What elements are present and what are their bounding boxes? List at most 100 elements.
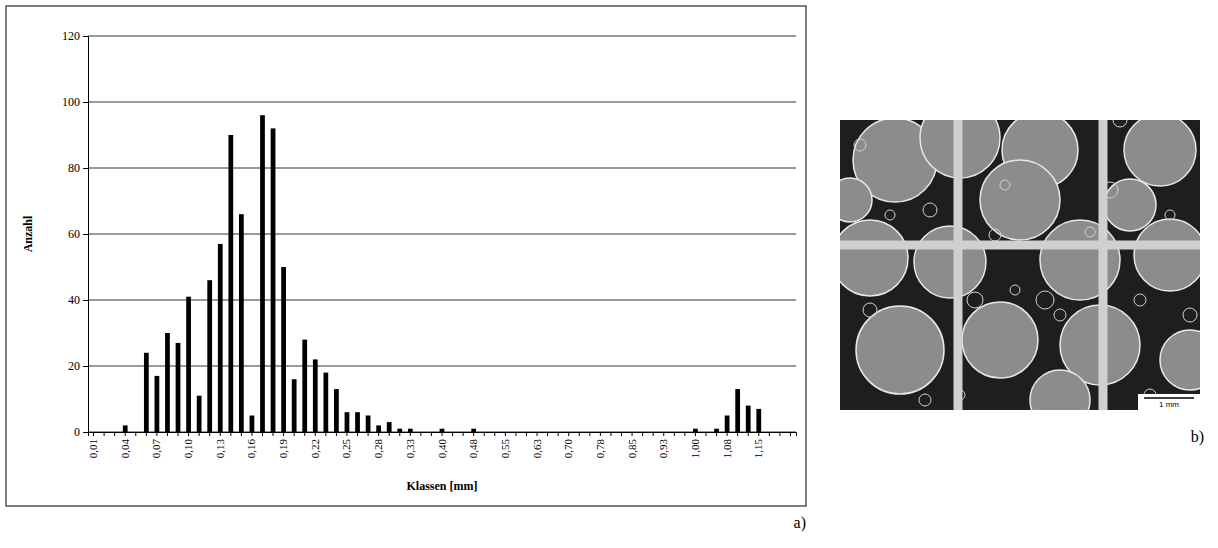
y-tick: 40 [68,293,88,307]
x-tick [769,432,770,436]
y-tick-label: 20 [68,359,80,373]
grid-line [88,300,796,301]
bar [693,429,698,432]
bar [387,422,392,432]
figure: 0204060801001200,010,040,070,100,130,160… [0,0,1218,548]
panel-label: b) [1191,428,1204,446]
small-sphere [1036,291,1054,309]
y-tick: 20 [68,359,88,373]
small-sphere [989,229,1001,241]
x-tick [494,432,495,436]
x-tick [431,432,432,436]
bar [313,359,318,432]
x-axis: 0,010,040,070,100,130,160,190,220,250,28… [87,432,796,458]
bar [735,389,740,432]
bar [535,432,540,433]
bar [577,432,582,433]
x-tick [610,432,611,436]
bar [186,297,191,432]
x-tick [684,432,685,436]
y-tick-mark [83,168,88,169]
sphere [1160,330,1200,390]
x-tick: 0,33 [404,432,416,458]
x-tick [515,432,516,436]
x-tick [241,432,242,436]
x-axis-title: Klassen [mm] [407,479,478,493]
x-tick-mark [600,432,601,436]
grid-line [88,102,796,103]
bar [250,416,255,433]
bar [302,340,307,432]
x-tick-label: 0,13 [214,439,226,459]
x-tick-mark [621,432,622,436]
x-tick-label: 0,93 [657,439,669,459]
x-tick: 0,55 [499,432,511,458]
bar [102,432,107,433]
bar [197,396,202,432]
x-tick-mark [294,432,295,436]
x-tick-mark [410,432,411,436]
x-tick [779,432,780,436]
y-tick-mark [83,366,88,367]
x-tick-mark [505,432,506,436]
small-sphere [1000,180,1010,190]
small-sphere [1165,210,1175,220]
x-tick [579,432,580,436]
x-tick-mark [156,432,157,436]
sphere [840,178,872,222]
x-tick-label: 0,10 [182,439,194,459]
x-tick [452,432,453,436]
bar [714,429,719,432]
panel-label: a) [794,514,806,532]
scale-bar-box [1138,394,1200,410]
bar [408,429,413,432]
x-tick-label: 0,85 [626,439,638,459]
y-tick: 80 [68,161,88,175]
bar [292,379,297,432]
bar [91,432,96,433]
mesh-line [1099,120,1108,410]
scale-bar-label: 1 mm [1159,400,1179,409]
x-tick-mark [431,432,432,436]
x-tick [135,432,136,436]
x-tick [209,432,210,436]
bar [207,280,212,432]
bar [334,389,339,432]
x-tick [748,432,749,436]
x-tick-label: 1,15 [752,439,764,459]
x-tick-mark [674,432,675,436]
small-sphere [885,210,895,220]
x-tick-mark [568,432,569,436]
x-tick [273,432,274,436]
y-tick-label: 80 [68,161,80,175]
bar [514,432,519,433]
x-tick [642,432,643,436]
bar [155,376,160,432]
x-tick-mark [357,432,358,436]
small-sphere [1010,285,1020,295]
x-tick-mark [93,432,94,436]
bar [545,432,550,433]
x-tick-mark [610,432,611,436]
bar [725,416,730,433]
x-tick-mark [632,432,633,436]
x-tick-mark [283,432,284,436]
small-sphere [1113,120,1127,127]
bar [228,135,233,432]
x-tick-label: 0,19 [277,439,289,459]
y-tick-label: 60 [68,227,80,241]
bar [651,432,656,433]
bar [165,333,170,432]
bar [123,425,128,432]
bar [218,244,223,432]
x-tick-mark [494,432,495,436]
bar [640,432,645,433]
x-tick-mark [589,432,590,436]
x-tick-mark [125,432,126,436]
x-tick-mark [167,432,168,436]
sphere [1134,219,1200,291]
bar [492,432,497,433]
x-tick [146,432,147,436]
small-sphere [923,203,937,217]
x-tick [199,432,200,436]
